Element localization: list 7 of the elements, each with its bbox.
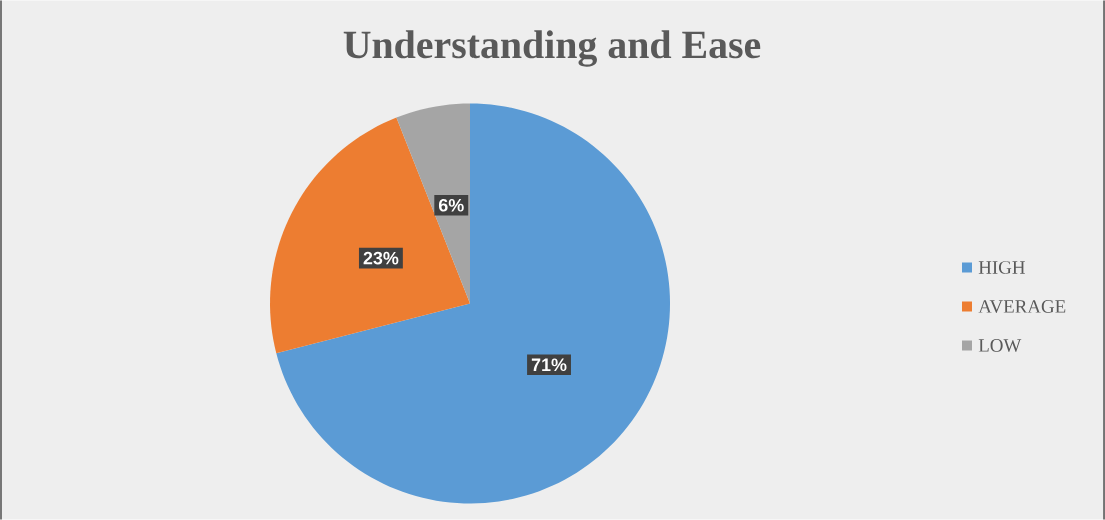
legend-label: LOW: [978, 339, 1022, 352]
legend-label: HIGH: [978, 261, 1025, 274]
data-label: 23%: [363, 251, 399, 265]
data-label: 6%: [438, 198, 464, 212]
legend-label: AVERAGE: [978, 300, 1066, 313]
chart-title: Understanding and Ease: [343, 30, 761, 67]
data-label: 71%: [531, 358, 567, 372]
